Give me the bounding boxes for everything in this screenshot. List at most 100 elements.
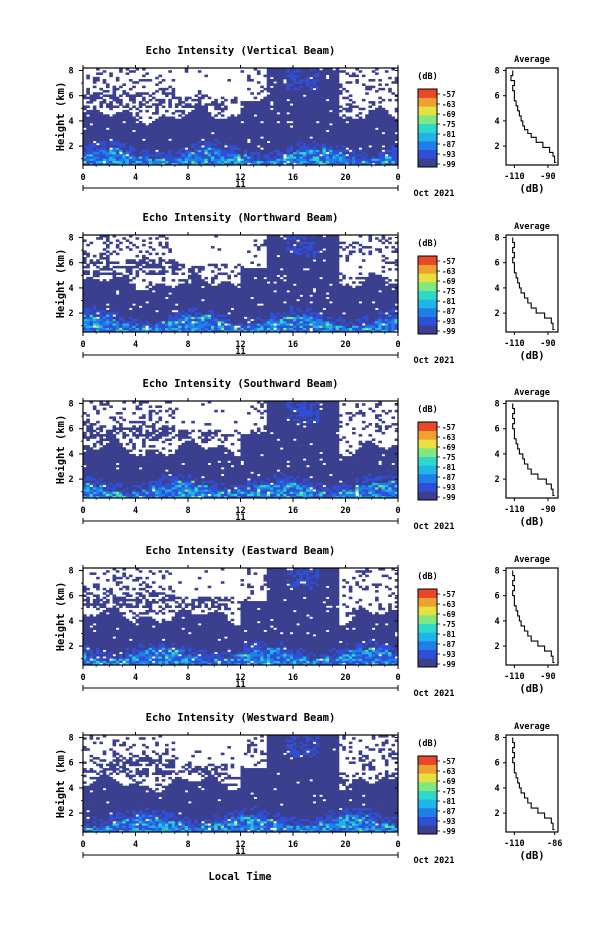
heatmap-cell xyxy=(125,151,130,155)
heatmap-cell xyxy=(142,320,146,324)
heatmap-cell xyxy=(197,268,202,271)
heatmap-cell xyxy=(283,158,287,161)
heatmap-cell xyxy=(138,142,143,146)
heatmap-cell xyxy=(230,138,235,142)
heatmap-cell xyxy=(135,327,140,331)
heatmap-cell xyxy=(315,114,320,117)
heatmap-cell xyxy=(86,87,90,91)
heatmap-cell xyxy=(279,257,284,260)
heatmap-cell xyxy=(86,162,90,166)
heatmap-cell xyxy=(332,136,337,139)
heatmap-cell xyxy=(240,156,245,159)
heatmap-cell xyxy=(83,105,87,109)
heatmap-cell xyxy=(299,142,304,146)
heatmap-cell xyxy=(394,125,399,128)
heatmap-cell xyxy=(325,92,330,95)
heatmap-cell xyxy=(217,160,222,164)
heatmap-cell xyxy=(260,318,264,322)
heatmap-cell xyxy=(315,147,320,150)
heatmap-cell xyxy=(230,160,235,164)
heatmap-cell xyxy=(388,90,392,93)
heatmap-cell xyxy=(309,101,314,104)
heatmap-cell xyxy=(125,298,130,302)
heatmap-cell xyxy=(342,120,346,124)
heatmap-cell xyxy=(335,101,340,104)
heatmap-cell xyxy=(270,323,274,326)
heatmap-cell xyxy=(276,160,281,164)
heatmap-cell xyxy=(112,327,117,331)
heatmap-cell xyxy=(289,246,294,249)
heatmap-cell xyxy=(197,151,202,155)
heatmap-cell xyxy=(122,116,127,120)
heatmap-cell xyxy=(315,96,320,100)
heatmap-cell xyxy=(148,272,153,276)
heatmap-cell xyxy=(165,151,169,155)
heatmap-cell xyxy=(365,123,369,126)
heatmap-cell xyxy=(201,279,205,282)
heatmap-cell xyxy=(266,309,271,313)
heatmap-cell xyxy=(256,127,261,131)
heatmap-cell xyxy=(171,149,176,153)
heatmap-cell xyxy=(312,158,317,161)
heatmap-cell xyxy=(148,283,153,287)
heatmap-cell xyxy=(112,85,117,89)
heatmap-cell xyxy=(381,160,386,164)
heatmap-cell xyxy=(89,318,94,322)
heatmap-cell xyxy=(348,74,353,78)
heatmap-cell xyxy=(247,136,251,139)
heatmap-cell xyxy=(191,156,195,159)
heatmap-cell xyxy=(188,153,192,157)
heatmap-cell xyxy=(171,318,176,322)
heatmap-cell xyxy=(210,276,215,280)
heatmap-cell xyxy=(276,239,281,242)
heatmap-cell xyxy=(322,109,327,113)
heatmap-cell xyxy=(273,125,277,128)
heatmap-cell xyxy=(240,101,245,104)
heatmap-cell xyxy=(286,147,291,150)
heatmap-cell xyxy=(283,292,287,295)
heatmap-cell xyxy=(119,162,123,166)
heatmap-cell xyxy=(260,109,264,113)
heatmap-cell xyxy=(165,160,169,164)
heatmap-cell xyxy=(89,116,94,120)
heatmap-cell xyxy=(128,298,133,302)
heatmap-cell xyxy=(375,123,379,126)
heatmap-cell xyxy=(145,257,149,260)
heatmap-cell xyxy=(102,156,107,159)
heatmap-cell xyxy=(148,151,153,155)
heatmap-cell xyxy=(105,316,110,320)
heatmap-cell xyxy=(197,134,202,137)
heatmap-cell xyxy=(306,72,310,75)
heatmap-cell xyxy=(240,129,245,133)
heatmap-cell xyxy=(293,318,297,322)
heatmap-cell xyxy=(270,151,274,155)
heatmap-cell xyxy=(158,265,163,269)
heatmap-cell xyxy=(260,283,264,287)
heatmap-cell xyxy=(125,285,130,289)
heatmap-cell xyxy=(188,283,192,287)
heatmap-cell xyxy=(332,153,337,157)
heatmap-cell xyxy=(99,142,104,146)
heatmap-cell xyxy=(319,151,323,155)
heatmap-cell xyxy=(270,281,274,284)
heatmap-cell xyxy=(109,287,113,291)
heatmap-cell xyxy=(158,329,163,333)
heatmap-cell xyxy=(289,265,294,269)
heatmap-cell xyxy=(276,129,281,133)
heatmap-cell xyxy=(365,162,369,166)
heatmap-cell xyxy=(270,87,274,91)
heatmap-cell xyxy=(384,140,389,144)
heatmap-cell xyxy=(168,312,172,315)
heatmap-cell xyxy=(276,241,281,245)
heatmap-cell xyxy=(384,151,389,155)
heatmap-cell xyxy=(266,290,271,293)
heatmap-cell xyxy=(293,160,297,164)
heatmap-cell xyxy=(312,83,317,86)
heatmap-cell xyxy=(279,250,284,253)
heatmap-cell xyxy=(378,105,382,109)
heatmap-cell xyxy=(151,287,156,291)
heatmap-cell xyxy=(276,327,281,331)
heatmap-cell xyxy=(325,87,330,91)
heatmap-cell xyxy=(214,276,218,280)
heatmap-cell xyxy=(279,320,284,324)
